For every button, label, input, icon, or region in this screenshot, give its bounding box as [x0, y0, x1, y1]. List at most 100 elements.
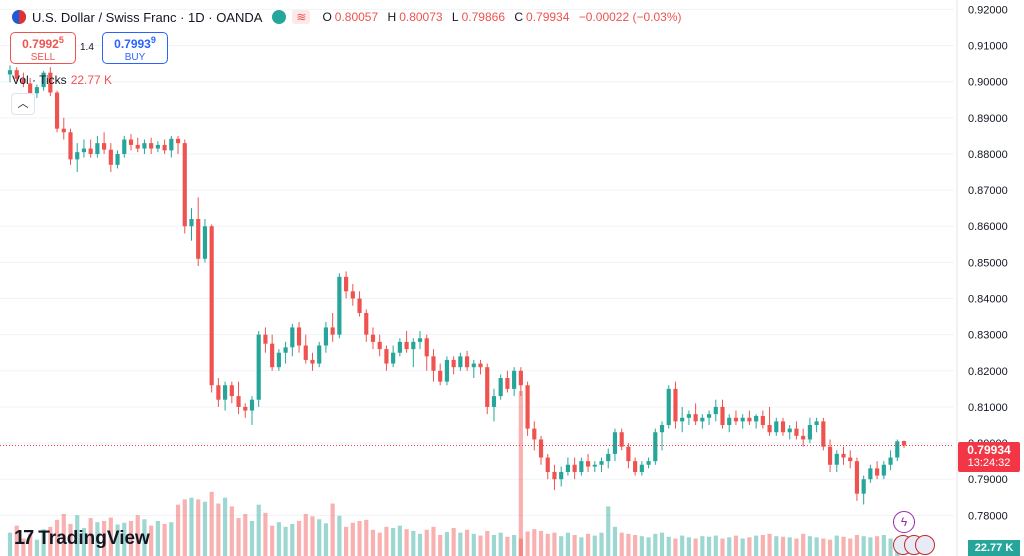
candle-body: [330, 327, 335, 335]
volume-bar: [754, 535, 759, 556]
volume-bar: [155, 521, 160, 556]
candle-body: [572, 464, 577, 472]
volume-bar: [552, 532, 557, 556]
candle-body: [639, 464, 644, 472]
candle-body: [149, 143, 154, 149]
market-open-icon[interactable]: [272, 10, 287, 24]
y-tick-label: 0.92000: [968, 4, 1008, 16]
price-axis[interactable]: 0.92000 0.91000 0.90000 0.89000 0.88000 0.870…: [956, 0, 1008, 556]
volume-bar: [606, 506, 611, 556]
candle-body: [901, 441, 907, 446]
y-tick-label: 0.79000: [968, 474, 1008, 486]
tradingview-logo-icon: 17: [14, 527, 34, 549]
candle-body: [606, 453, 611, 462]
volume-bar: [532, 529, 537, 556]
y-tick-label: 0.86000: [968, 221, 1008, 233]
volume-bar: [270, 525, 275, 556]
volume-bar: [431, 526, 436, 556]
volume-bar: [572, 535, 577, 556]
candle-body: [585, 461, 591, 467]
sell-button[interactable]: 0.79925 SELL: [10, 32, 76, 64]
volume-bar: [733, 535, 739, 556]
candle-body: [559, 471, 564, 480]
candle-body: [48, 72, 53, 93]
volume-bar: [296, 521, 302, 556]
candle-body: [162, 144, 167, 151]
candle-body: [787, 428, 792, 433]
candle-body: [202, 226, 208, 259]
candle-body: [727, 417, 732, 426]
candle-body: [391, 352, 396, 364]
candle-body: [28, 83, 33, 94]
volume-bar: [397, 525, 402, 556]
candle-body: [619, 432, 624, 447]
volume-bar: [565, 532, 570, 556]
candle-body: [464, 356, 470, 368]
volume-bar: [599, 532, 604, 556]
collapse-chevron-up-icon[interactable]: ︿: [11, 93, 35, 115]
volume-bar: [559, 536, 564, 556]
economic-events-icon[interactable]: [893, 535, 935, 555]
candle-body: [895, 441, 900, 458]
candle-body: [41, 72, 46, 88]
volume-bar: [814, 537, 819, 556]
candle-body: [364, 312, 369, 335]
candle-body: [54, 92, 60, 129]
lightning-icon[interactable]: ϟ: [893, 511, 915, 533]
volume-bar: [88, 518, 93, 556]
ohlc-change: −0.00022 (−0.03%): [578, 10, 682, 24]
volume-bar: [680, 535, 685, 556]
symbol-title[interactable]: U.S. Dollar / Swiss Franc · 1D · OANDA: [32, 9, 263, 25]
wave-icon[interactable]: ≋: [292, 10, 311, 24]
candle-body: [471, 363, 476, 368]
volume-bar: [317, 519, 322, 556]
volume-bar: [115, 524, 120, 556]
volume-bar: [875, 536, 880, 556]
volume-bar: [740, 538, 745, 556]
volume-legend-value: 22.77 K: [70, 73, 113, 87]
volume-legend[interactable]: Vol · Ticks 22.77 K: [12, 73, 112, 87]
candle-body: [216, 385, 221, 400]
volume-bar: [619, 532, 624, 556]
volume-bar: [7, 532, 13, 556]
y-tick-label: 0.87000: [968, 185, 1008, 197]
volume-bar: [330, 503, 335, 556]
candle-body: [263, 334, 268, 344]
volume-bar: [525, 531, 530, 556]
candle-body: [75, 152, 80, 160]
candle-body: [256, 334, 261, 400]
tradingview-logo[interactable]: 17 TradingView: [14, 527, 150, 550]
y-tick-label: 0.89000: [968, 113, 1008, 125]
volume-bar: [612, 526, 618, 556]
y-tick-label: 0.82000: [968, 366, 1008, 378]
volume-bar: [21, 538, 26, 556]
volume-bar: [801, 533, 806, 556]
volume-bar: [780, 536, 786, 556]
volume-bar: [538, 530, 544, 556]
candle-body: [61, 128, 66, 133]
candle-body: [659, 425, 665, 433]
volume-bar: [303, 514, 308, 556]
volume-spike-bar: [518, 391, 523, 556]
candle-body: [344, 276, 349, 292]
candle-body: [34, 87, 39, 94]
chart-header: U.S. Dollar / Swiss Franc · 1D · OANDA ≋…: [12, 8, 685, 26]
volume-bar: [229, 506, 234, 556]
candle-body: [189, 219, 194, 227]
candle-body: [14, 70, 19, 79]
chart-grid: [0, 8, 954, 516]
volume-bar: [841, 536, 846, 556]
buy-button[interactable]: 0.79939 BUY: [102, 32, 168, 64]
volume-bar: [169, 522, 174, 556]
volume-bar: [276, 522, 281, 556]
volume-bar: [337, 515, 342, 556]
volume-bars: [7, 391, 900, 556]
volume-bar: [216, 503, 221, 556]
volume-bar: [438, 535, 443, 556]
candle-body: [552, 471, 557, 480]
volume-bar: [592, 535, 597, 556]
volume-bar: [162, 523, 167, 556]
candle-body: [545, 457, 550, 472]
candle-body: [303, 345, 308, 360]
